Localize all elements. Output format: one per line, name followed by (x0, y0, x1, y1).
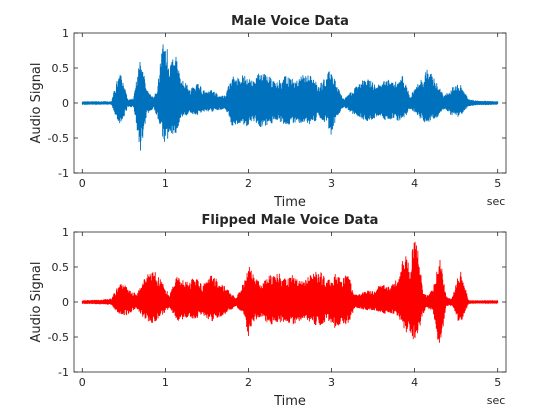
bottom-x-axis-label: Time (273, 394, 306, 409)
top-x-tick-label: 1 (162, 177, 169, 190)
top-chart-title: Male Voice Data (231, 14, 349, 29)
bottom-y-tick-label: -0.5 (48, 331, 69, 344)
bottom-y-tick-label: -1 (58, 366, 69, 379)
bottom-y-tick-label: 1 (62, 226, 69, 239)
bottom-x-axis-unit: sec (487, 394, 506, 407)
top-ticks: 0 1 2 3 4 5 -1 -0.5 0 0.5 1 (48, 27, 506, 190)
top-x-axis-unit: sec (487, 195, 506, 208)
top-x-tick-label: 0 (79, 177, 86, 190)
bottom-y-axis-label: Audio Signal (29, 261, 44, 342)
top-x-axis-label: Time (273, 195, 306, 210)
bottom-plot-area (81, 241, 499, 343)
top-signal-series (81, 44, 499, 151)
top-axes: 0 1 2 3 4 5 -1 -0.5 0 0.5 1 Male Voice Data Time s… (29, 14, 507, 210)
top-y-tick-label: 0 (62, 97, 69, 110)
top-y-tick-label: -0.5 (48, 132, 69, 145)
top-y-tick-label: -1 (58, 167, 69, 180)
bottom-chart-title: Flipped Male Voice Data (202, 213, 379, 228)
bottom-signal-series (81, 241, 499, 343)
bottom-y-tick-label: 0.5 (52, 261, 70, 274)
top-x-tick-label: 2 (245, 177, 252, 190)
bottom-x-tick-label: 1 (162, 376, 169, 389)
top-plot-area (81, 44, 499, 151)
bottom-y-tick-label: 0 (62, 296, 69, 309)
top-x-tick-label: 3 (328, 177, 335, 190)
top-x-tick-label: 4 (411, 177, 418, 190)
bottom-x-tick-label: 4 (411, 376, 418, 389)
bottom-ticks: 0 1 2 3 4 5 -1 -0.5 0 0.5 1 (48, 226, 506, 389)
top-x-tick-label: 5 (494, 177, 501, 190)
bottom-axes: 0 1 2 3 4 5 -1 -0.5 0 0.5 1 Flipped Male Voice Dat… (29, 213, 507, 409)
bottom-x-tick-label: 3 (328, 376, 335, 389)
top-y-tick-label: 1 (62, 27, 69, 40)
bottom-x-tick-label: 0 (79, 376, 86, 389)
top-y-tick-label: 0.5 (52, 62, 70, 75)
top-y-axis-label: Audio Signal (29, 62, 44, 143)
bottom-x-tick-label: 5 (494, 376, 501, 389)
bottom-x-tick-label: 2 (245, 376, 252, 389)
